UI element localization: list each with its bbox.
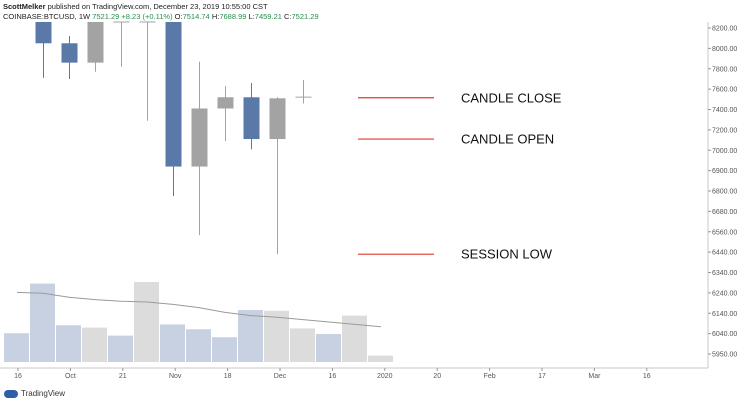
volume-bar [186,329,211,362]
volume-layer [4,282,393,362]
candle-layer [35,21,312,255]
high-label: H: [211,12,220,21]
volume-bar [134,282,159,362]
candle-body [113,21,130,23]
volume-bar [4,333,29,362]
time-tick-label: 2020 [377,373,393,380]
price-tick-label: 6800.00 [712,189,737,196]
volume-bar [368,355,393,362]
high-value: 7688.99 [219,12,247,21]
volume-bar [160,324,185,362]
volume-moving-average-line [16,291,382,328]
volume-bar [290,328,315,362]
candle-body [139,21,156,23]
chart-header-line2: COINBASE:BTCUSD, 1W 7521.29 +8.23 (+0.11… [3,12,319,21]
candle-body [243,97,260,140]
annotation-label: CANDLE OPEN [461,132,554,147]
low-value: 7459.21 [254,12,282,21]
candle-body [295,96,312,98]
volume-bar [82,327,107,362]
chart-header-line1: ScottMelker published on TradingView.com… [3,2,268,11]
candle-body [35,22,52,44]
time-tick-label: Nov [169,373,182,380]
time-tick-label: 21 [119,373,127,380]
time-tick-label: Oct [65,373,76,380]
price-tick-label: 6900.00 [712,168,737,175]
time-tick-label: 20 [433,373,441,380]
close-value: 7521.29 [291,12,319,21]
candle-body [165,22,182,167]
volume-bar [342,315,367,362]
price-tick-label: 6680.00 [712,209,737,216]
open-value: 7514.74 [182,12,210,21]
time-tick-label: Mar [588,373,601,380]
time-tick-label: 16 [643,373,651,380]
volume-bar [212,337,237,362]
candle-body [217,97,234,109]
volume-bar [56,325,81,362]
volume-bar [316,334,341,362]
last-price: 7521.29 [92,12,120,21]
low-label: L: [248,12,255,21]
time-tick-label: Dec [274,373,287,380]
price-tick-label: 7000.00 [712,148,737,155]
price-axis[interactable]: 8200.00 8000.00 7800.00 7600.00 7400.00 7200.… [708,26,737,359]
published-text: published on TradingView.com, December 2… [45,2,268,11]
price-change: +8.23 (+0.11%) [121,12,173,21]
symbol-label: COINBASE:BTCUSD, 1W [3,12,91,21]
candle-body [61,43,78,63]
time-tick-label: 16 [14,373,22,380]
time-tick-label: Feb [484,373,496,380]
price-tick-label: 8200.00 [712,26,737,33]
price-tick-label: 6140.00 [712,311,737,318]
price-tick-label: 6040.00 [712,331,737,338]
volume-bar [108,335,133,362]
time-tick-label: 17 [538,373,546,380]
plot-area [0,22,708,368]
price-tick-label: 7600.00 [712,87,737,94]
annotation-layer: CANDLE CLOSE CANDLE OPEN SESSION LOW [358,90,562,262]
price-tick-label: 7200.00 [712,127,737,134]
price-tick-label: 7400.00 [712,107,737,114]
price-tick-label: 8000.00 [712,46,737,53]
close-label: C: [284,12,292,21]
candle-body [87,22,104,63]
price-tick-label: 6440.00 [712,250,737,257]
open-label: O: [174,12,183,21]
price-tick-label: 5950.00 [712,352,737,359]
author-name: ScottMelker [3,2,46,11]
time-tick-label: 16 [329,373,337,380]
annotation-label: SESSION LOW [461,247,553,262]
candle-body [269,98,286,140]
brand-label: TradingView [21,389,66,398]
time-tick-label: 18 [224,373,232,380]
tradingview-logo-icon [4,389,18,398]
volume-bar [264,310,289,362]
price-tick-label: 6560.00 [712,229,737,236]
price-tick-label: 7800.00 [712,66,737,73]
volume-bar [30,283,55,362]
annotation-label: CANDLE CLOSE [461,90,562,105]
tradingview-brand[interactable]: TradingView [4,389,65,398]
price-tick-label: 6240.00 [712,290,737,297]
volume-bar [238,310,263,362]
candle-body [191,108,208,167]
time-axis[interactable]: 16 Oct 21 Nov 18 Dec 16 2020 20 Feb 17 Mar 16 [14,368,651,380]
price-tick-label: 6340.00 [712,270,737,277]
